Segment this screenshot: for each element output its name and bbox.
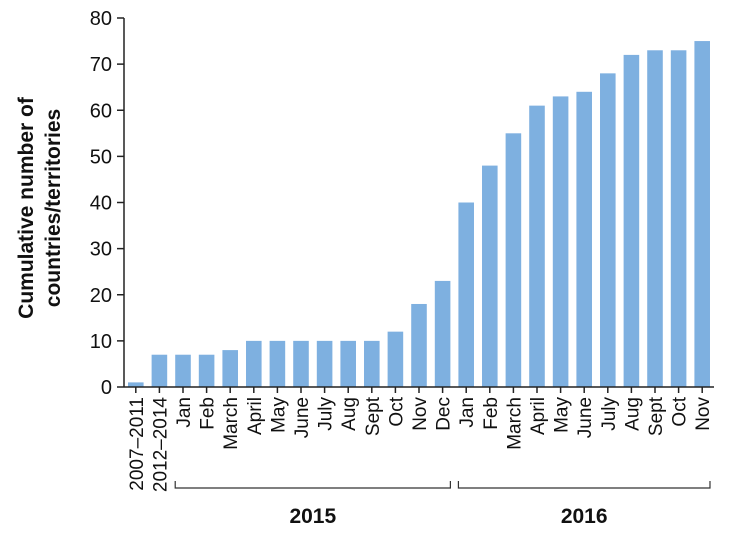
bar <box>576 91 592 388</box>
y-axis-title-line-2: countries/territories <box>42 109 65 307</box>
x-category-label: Feb <box>481 397 502 430</box>
x-category-label: Aug <box>339 397 360 431</box>
y-axis-title-line-1: Cumulative number of <box>15 96 38 319</box>
bar <box>505 133 522 387</box>
x-category-label: Feb <box>198 397 219 430</box>
bar <box>647 50 663 387</box>
x-category-label: July <box>599 397 620 431</box>
y-tick-label: 70 <box>90 54 112 76</box>
bar <box>552 96 569 387</box>
y-tick-label: 50 <box>90 146 112 168</box>
x-category-label: May <box>552 397 573 433</box>
bar <box>694 41 710 387</box>
x-category-label: Oct <box>386 396 407 426</box>
x-category-label: Sept <box>363 396 384 436</box>
x-category-label: Aug <box>622 397 643 431</box>
y-tick-label: 60 <box>90 100 112 122</box>
year-group-label: 2015 <box>289 505 336 528</box>
x-category-label: Nov <box>410 397 431 431</box>
x-category-label: July <box>316 397 337 431</box>
bar <box>151 354 168 387</box>
bar <box>175 354 191 387</box>
bar <box>246 340 262 387</box>
x-category-label: March <box>504 397 525 450</box>
bar <box>411 303 427 387</box>
y-tick-label: 30 <box>90 239 112 261</box>
x-category-label: Jan <box>457 397 478 428</box>
bars-group <box>128 41 710 388</box>
x-category-label: Oct <box>670 396 691 426</box>
y-ticks-group: 0 10 20 30 40 50 60 70 80 <box>90 8 124 399</box>
year-bracket <box>174 481 451 489</box>
bar <box>269 340 286 387</box>
bar <box>434 280 451 387</box>
x-category-label: Nov <box>693 397 714 431</box>
bar <box>600 73 616 387</box>
y-tick-label: 40 <box>90 193 112 215</box>
bar <box>293 340 309 387</box>
year-bracket <box>457 481 711 489</box>
x-category-label: 2012–2014 <box>150 397 171 493</box>
x-category-label: May <box>268 397 289 433</box>
y-tick-label: 0 <box>101 377 112 399</box>
x-category-label: June <box>575 397 596 438</box>
x-category-label: April <box>528 397 549 435</box>
bar <box>364 340 380 387</box>
year-groups: 2015 2016 <box>174 481 711 528</box>
bar <box>529 105 545 387</box>
y-tick-label: 20 <box>90 285 112 307</box>
x-category-label: April <box>245 397 266 435</box>
bar <box>458 202 474 387</box>
x-category-label: Sept <box>646 396 667 436</box>
bar <box>198 354 215 387</box>
bar <box>128 382 144 387</box>
bar <box>482 165 498 387</box>
x-category-label: June <box>292 397 313 438</box>
bar <box>316 340 333 387</box>
bar <box>670 50 687 387</box>
bar <box>340 340 356 387</box>
x-category-label: March <box>221 397 242 450</box>
x-labels-group: 2007–2011 2012–2014 Jan Feb March April May Jun… <box>127 387 714 492</box>
year-group-label: 2016 <box>561 505 608 528</box>
x-category-label: 2007–2011 <box>127 397 148 491</box>
x-category-label: Dec <box>434 397 455 431</box>
y-tick-label: 80 <box>90 8 112 30</box>
bar <box>623 54 640 388</box>
bar <box>387 331 404 387</box>
x-category-label: Jan <box>174 397 195 428</box>
bar <box>222 350 238 387</box>
y-tick-label: 10 <box>90 331 112 353</box>
